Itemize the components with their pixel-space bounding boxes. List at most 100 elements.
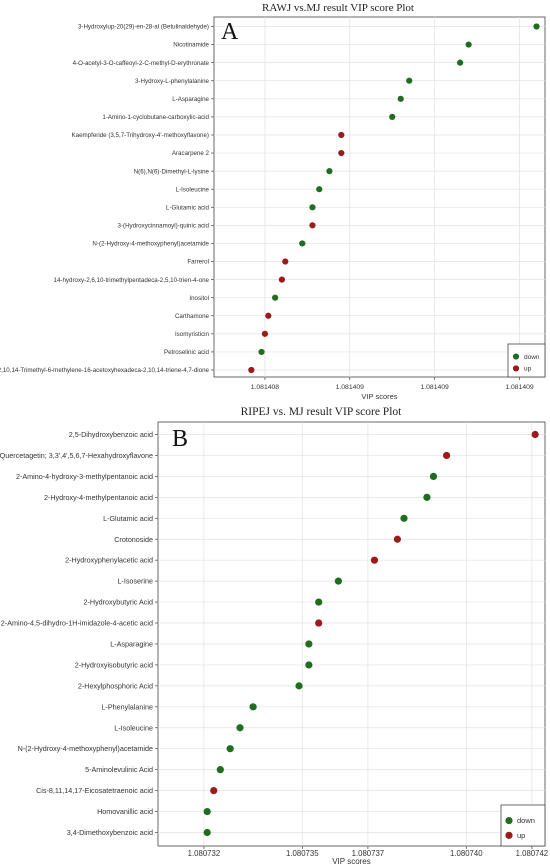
y-tick-label: L-Phenylalanine [101,702,153,711]
y-tick-label: 2-Hydroxyisobutyric acid [75,660,153,669]
legend-label: down [517,816,535,825]
legend-swatch-up [505,831,513,839]
y-tick-label: 2-Hydroxybutyric Acid [83,598,153,607]
legend-swatch-up [512,365,520,372]
y-tick-label: 2-Amino-4,5-dihydro-1H-imidazole-4-aceti… [1,619,153,628]
legend-label: up [524,366,532,373]
y-tick-label: N-(2-Hydroxy-4-methoxyphenyl)acetamide [18,744,153,753]
x-tick-label: 1.080742 [516,849,549,858]
legend: down up [500,804,546,847]
data-point-up [315,619,323,627]
data-point-down [316,186,323,193]
y-tick-label: 3-Hydroxy-L-phenylalanine [135,78,210,85]
data-point-up [338,149,345,157]
y-tick-label: N-(2-Hydroxy-4-methoxyphenyl)acetamide [92,241,209,248]
chart-title: RIPEJ vs. MJ result VIP score Plot [241,406,402,418]
y-tick-label: Aracarpene 2 [172,150,210,157]
data-point-down [465,41,472,48]
data-point-down [305,661,313,669]
y-tick-label: Inositol [189,295,209,302]
y-tick-label: Nicotinamide [173,42,209,49]
x-tick-label: 1.080740 [450,849,483,858]
y-tick-label: Cis-8,11,14,17-Eicosatetraenoic acid [36,786,153,795]
data-point-down [258,348,265,356]
data-point-down [299,240,306,247]
y-tick-label: 5-Aminolevulinic Acid [85,765,153,774]
data-point-up [443,451,451,460]
data-point-down [533,23,540,30]
data-point-down [203,828,211,837]
data-point-down [272,294,279,301]
data-point-down [315,598,323,606]
x-tick-label: 1.080732 [188,849,221,858]
y-tick-label: 2,10,14-Trimethyl-6-methylene-16-acetoxy… [0,367,210,374]
data-point-up [261,330,269,337]
chart-title: RAWJ vs.MJ result VIP score Plot [262,2,414,14]
chart-panel-a: RAWJ vs.MJ result VIP score Plot 1.081408… [0,2,546,401]
data-point-down [216,766,224,774]
legend-swatch-down [512,353,520,360]
data-point-up [370,556,379,564]
data-point-down [249,703,257,711]
data-point-up [248,366,255,374]
data-point-down [429,472,438,480]
data-point-up [393,535,402,543]
x-tick-label: 1.081409 [505,384,534,391]
y-tick-label: Homovanillic acid [97,807,153,816]
y-tick-label: L-Isoleucine [176,186,210,193]
data-point-down [295,682,303,690]
data-point-down [457,59,464,66]
y-tick-label: Crotonoside [114,535,153,544]
x-tick-label: 1.081409 [420,384,449,391]
data-point-down [397,95,404,102]
legend-box [507,343,546,378]
panel-label: B [172,426,188,452]
data-point-down [326,168,333,175]
y-tick-label: Quercetagetin; 3,3',4',5,6,7-Hexahydroxy… [0,451,153,460]
data-point-down [305,640,313,648]
data-point-up [309,222,316,229]
data-point-down [309,204,316,211]
y-tick-label: L-Asparagine [172,96,209,103]
x-tick-label: 1.080737 [352,849,385,858]
legend-box [500,804,546,847]
legend-label: down [524,354,540,361]
y-tick-label: 4-O-acetyl-3-O-caffeoyl-2-C-methyl-D-ery… [73,60,210,67]
data-point-down [203,807,211,816]
y-tick-label: 14-hydroxy-2,6,10-trimethylpentadeca-2,5… [54,277,210,284]
legend-swatch-down [505,816,513,825]
x-axis-label: VIP scores [361,392,397,401]
data-point-up [338,131,345,139]
data-point-down [423,493,431,501]
data-point-down [406,77,413,84]
data-point-down [236,724,244,732]
y-tick-label: L-Asparagine [110,639,153,648]
y-tick-label: Kaempferide (3,5,7-Trihydroxy-4'-methoxy… [72,132,209,139]
panel-label: A [221,19,239,45]
y-tick-label: Farrerol [187,259,209,266]
y-tick-label: 3,4-Dimethoxybenzoic acid [67,828,153,837]
plot-frame [213,16,546,378]
x-axis-label: VIP scores [332,857,371,866]
y-tick-label: 2-Hydroxy-4-methylpentanoic acid [44,493,153,502]
data-point-down [400,514,408,522]
data-point-down [226,745,234,753]
y-tick-label: L-Isoleucine [114,723,153,732]
plot-frame [157,421,546,847]
y-tick-label: 2,5-Dihydroxybenzoic acid [69,430,153,439]
y-tick-label: N(6),N(6)-Dimethyl-L-lysine [134,168,210,175]
x-tick-label: 1.080735 [286,849,319,858]
y-tick-label: Isomyristicin [175,331,210,338]
y-tick-label: 3-(Hydroxycinnamoyl)-quinic acid [118,223,210,230]
y-tick-label: L-Glutamic acid [166,204,210,211]
y-tick-label: 2-Amino-4-hydroxy-3-methylpentanoic acid [16,472,153,481]
data-point-down [334,577,342,585]
data-point-up [278,276,285,283]
y-tick-label: 2-Hexylphosphoric Acid [78,681,153,690]
data-point-up [265,312,272,319]
data-point-up [210,787,218,795]
y-tick-label: 2-Hydroxyphenylacetic acid [65,556,153,565]
x-tick-label: 1.081409 [336,384,365,391]
y-tick-label: 3-Hydroxylup-20(29)-en-28-al (Betulinald… [78,24,209,31]
